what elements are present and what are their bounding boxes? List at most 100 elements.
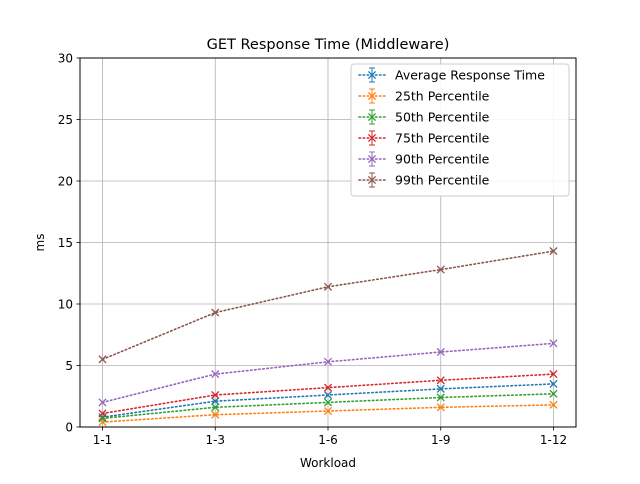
marker-stroke [98, 355, 107, 364]
series-2 [98, 400, 558, 427]
legend: Average Response Time 25th Percentile 50th… [350, 63, 570, 197]
marker-stroke [549, 370, 558, 379]
data-point [436, 403, 445, 412]
data-point [436, 265, 445, 274]
marker-stroke [549, 389, 558, 398]
data-point [436, 393, 445, 402]
marker-stroke [323, 383, 333, 392]
marker-stroke [549, 339, 558, 348]
data-point [323, 406, 333, 416]
legend-marker [367, 133, 377, 143]
data-point [323, 383, 333, 392]
marker-stroke [323, 282, 333, 291]
y-tick-label: 20 [58, 175, 73, 189]
marker-stroke [436, 403, 445, 412]
legend-box [350, 63, 570, 197]
legend-label: 25th Percentile [395, 89, 490, 104]
chart-title: GET Response Time (Middleware) [207, 37, 450, 53]
data-point [549, 400, 558, 409]
data-point [211, 308, 220, 317]
legend-item: Average Response Time [358, 67, 545, 83]
data-point [211, 397, 220, 406]
legend-item: 50th Percentile [358, 109, 490, 125]
x-tick-label: 1-9 [431, 433, 451, 447]
legend-marker [367, 70, 377, 80]
x-axis-label: Workload [300, 456, 356, 470]
x-tick-label: 1-1 [93, 433, 113, 447]
marker-stroke [211, 403, 220, 412]
data-point [211, 410, 220, 419]
legend-label: Average Response Time [395, 68, 545, 83]
series-4 [98, 370, 558, 418]
data-point [98, 398, 107, 407]
legend-marker [367, 154, 377, 164]
marker-stroke [436, 376, 445, 385]
data-point [549, 379, 558, 389]
y-tick-label: 5 [65, 359, 73, 373]
data-point [549, 370, 558, 379]
data-point [211, 370, 220, 379]
data-point [98, 355, 107, 364]
y-axis-label: ms [33, 234, 47, 252]
data-point [211, 403, 220, 412]
marker-stroke [549, 379, 558, 389]
data-point [323, 390, 333, 400]
marker-stroke [549, 400, 558, 409]
data-point [436, 384, 445, 393]
series-6 [98, 247, 558, 364]
legend-label: 50th Percentile [395, 110, 490, 125]
data-point [549, 247, 558, 256]
legend-label: 99th Percentile [395, 173, 490, 188]
data-point [436, 347, 445, 357]
legend-item: 25th Percentile [358, 88, 490, 104]
data-point [98, 409, 107, 418]
marker-stroke [323, 398, 333, 407]
data-point [436, 376, 445, 385]
legend-label: 90th Percentile [395, 152, 490, 167]
marker-stroke [211, 390, 220, 400]
legend-item: 75th Percentile [358, 130, 490, 146]
marker-stroke [211, 370, 220, 379]
legend-marker [367, 112, 377, 122]
marker-stroke [436, 384, 445, 393]
x-tick-label: 1-3 [205, 433, 225, 447]
marker-stroke [323, 390, 333, 400]
legend-label: 75th Percentile [395, 131, 490, 146]
x-tick-label: 1-6 [318, 433, 338, 447]
y-tick-label: 10 [58, 298, 73, 312]
legend-marker [367, 91, 377, 101]
marker-stroke [323, 406, 333, 416]
legend-marker [367, 175, 377, 185]
series-5 [98, 339, 558, 407]
y-tick-label: 30 [58, 52, 73, 66]
data-point [323, 398, 333, 407]
marker-stroke [436, 393, 445, 402]
y-tick-label: 0 [65, 421, 73, 435]
legend-item: 90th Percentile [358, 151, 490, 167]
data-point [549, 339, 558, 348]
marker-stroke [436, 347, 445, 357]
marker-stroke [211, 410, 220, 419]
data-point [98, 418, 107, 427]
data-point [323, 357, 333, 366]
y-tick-label: 15 [58, 236, 73, 250]
marker-stroke [98, 418, 107, 427]
series-layer [98, 247, 558, 427]
data-point [211, 390, 220, 400]
axis-ticks: 1-1 1-3 1-6 1-9 1-12 0 5 10 15 20 25 30 [58, 52, 567, 448]
marker-stroke [436, 265, 445, 274]
marker-stroke [211, 308, 220, 317]
marker-stroke [323, 357, 333, 366]
data-point [323, 282, 333, 291]
marker-stroke [211, 397, 220, 406]
marker-stroke [549, 247, 558, 256]
marker-stroke [98, 398, 107, 407]
legend-item: 99th Percentile [358, 172, 490, 188]
data-point [549, 389, 558, 398]
marker-stroke [98, 409, 107, 418]
x-tick-label: 1-12 [540, 433, 567, 447]
y-tick-label: 25 [58, 113, 73, 127]
series-1 [98, 379, 558, 422]
